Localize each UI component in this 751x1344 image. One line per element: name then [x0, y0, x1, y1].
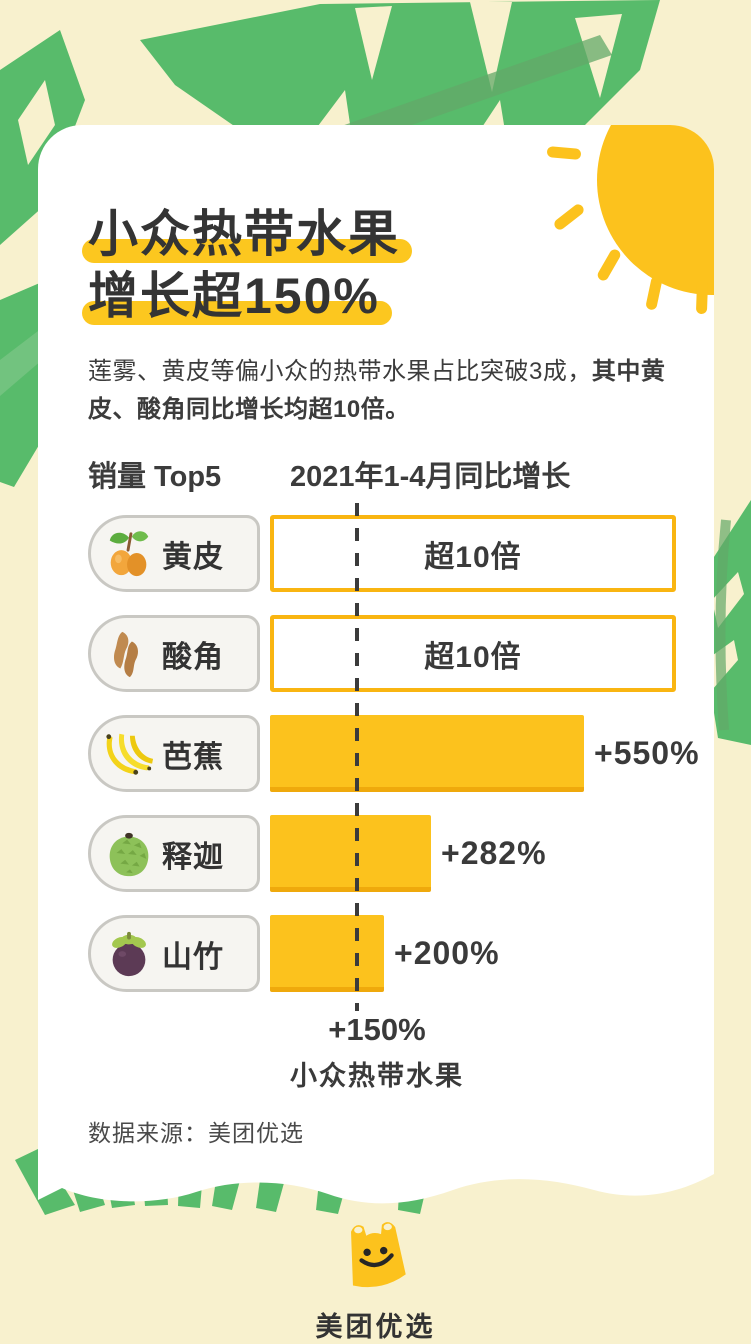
tamarind-icon: [102, 627, 156, 681]
bar-value: +200%: [394, 935, 500, 971]
bar-area: +282%: [270, 815, 676, 892]
leaf-left-decoration: [0, 282, 42, 487]
chart-row: 芭蕉 +550%: [88, 715, 699, 792]
bar-area: 超10倍: [270, 615, 676, 692]
card-wavy-bottom-edge: [38, 1160, 714, 1204]
chart-rows: 黄皮 超10倍 酸角 超10倍 芭蕉 +550%: [88, 515, 699, 992]
meituan-youxuan-bag-logo: [350, 1222, 406, 1288]
fruit-name: 芭蕉: [162, 740, 224, 774]
bar-value: 超10倍: [424, 540, 522, 574]
chart-row: 山竹 +200%: [88, 915, 676, 992]
bar-value: +282%: [441, 835, 547, 871]
growth-bar: 超10倍: [270, 615, 676, 692]
reference-label: +150% 小众热带水果: [290, 1012, 464, 1093]
mangosteen-icon: [102, 927, 156, 981]
infographic-card: 小众热带水果 增长超150% 莲雾、黄皮等偏小众的热带水果占比突破3成，其中黄皮…: [38, 125, 714, 1204]
sugar-apple-icon: [102, 827, 156, 881]
fruit-label-pill: 黄皮: [88, 515, 260, 592]
brand-name: 美团优选: [315, 1312, 436, 1342]
growth-bar: [270, 715, 584, 792]
intro-emphasis: 其中黄皮、酸角同比增长均超10倍。: [88, 358, 666, 423]
fruit-name: 黄皮: [162, 540, 224, 574]
wampee-icon: [102, 527, 156, 581]
chart-row: 释迦 +282%: [88, 815, 676, 892]
fruit-label-pill: 释迦: [88, 815, 260, 892]
fruit-name: 酸角: [162, 640, 224, 674]
intro-lead: 莲雾、黄皮等偏小众的热带水果占比突破3成，: [88, 358, 592, 385]
fruit-label-pill: 山竹: [88, 915, 260, 992]
bar-chart: 黄皮 超10倍 酸角 超10倍 芭蕉 +550%: [88, 503, 699, 1100]
growth-bar: 超10倍: [270, 515, 676, 592]
title-line2: 增长超150%: [82, 265, 392, 327]
page-title: 小众热带水果 增长超150%: [82, 203, 676, 327]
growth-bar: [270, 815, 431, 892]
footer: 美团优选: [0, 1216, 751, 1344]
bar-value: +550%: [594, 735, 700, 771]
fruit-name: 释迦: [162, 840, 224, 874]
value-axis-label: 2021年1-4月同比增长: [290, 461, 571, 493]
chart-title: 销量 Top5: [88, 461, 222, 493]
data-source: 数据来源：美团优选: [88, 1120, 304, 1146]
banana-icon: [102, 727, 156, 781]
chart-row: 黄皮 超10倍: [88, 515, 676, 592]
chart-row: 酸角 超10倍: [88, 615, 676, 692]
growth-bar: [270, 915, 384, 992]
leaf-right-decoration: [704, 500, 751, 745]
fruit-label-pill: 酸角: [88, 615, 260, 692]
title-line1: 小众热带水果: [82, 203, 412, 265]
reference-value: +150%: [328, 1012, 426, 1047]
reference-line: [355, 503, 359, 1011]
fruit-name: 山竹: [162, 940, 224, 974]
reference-caption: 小众热带水果: [290, 1061, 464, 1091]
bar-value: 超10倍: [424, 640, 522, 674]
chart-header: 销量 Top5 2021年1-4月同比增长: [88, 453, 676, 493]
bar-area: 超10倍: [270, 515, 676, 592]
intro-text: 莲雾、黄皮等偏小众的热带水果占比突破3成，其中黄皮、酸角同比增长均超10倍。: [88, 353, 676, 429]
bar-area: +550%: [270, 715, 700, 792]
fruit-label-pill: 芭蕉: [88, 715, 260, 792]
bar-area: +200%: [270, 915, 676, 992]
